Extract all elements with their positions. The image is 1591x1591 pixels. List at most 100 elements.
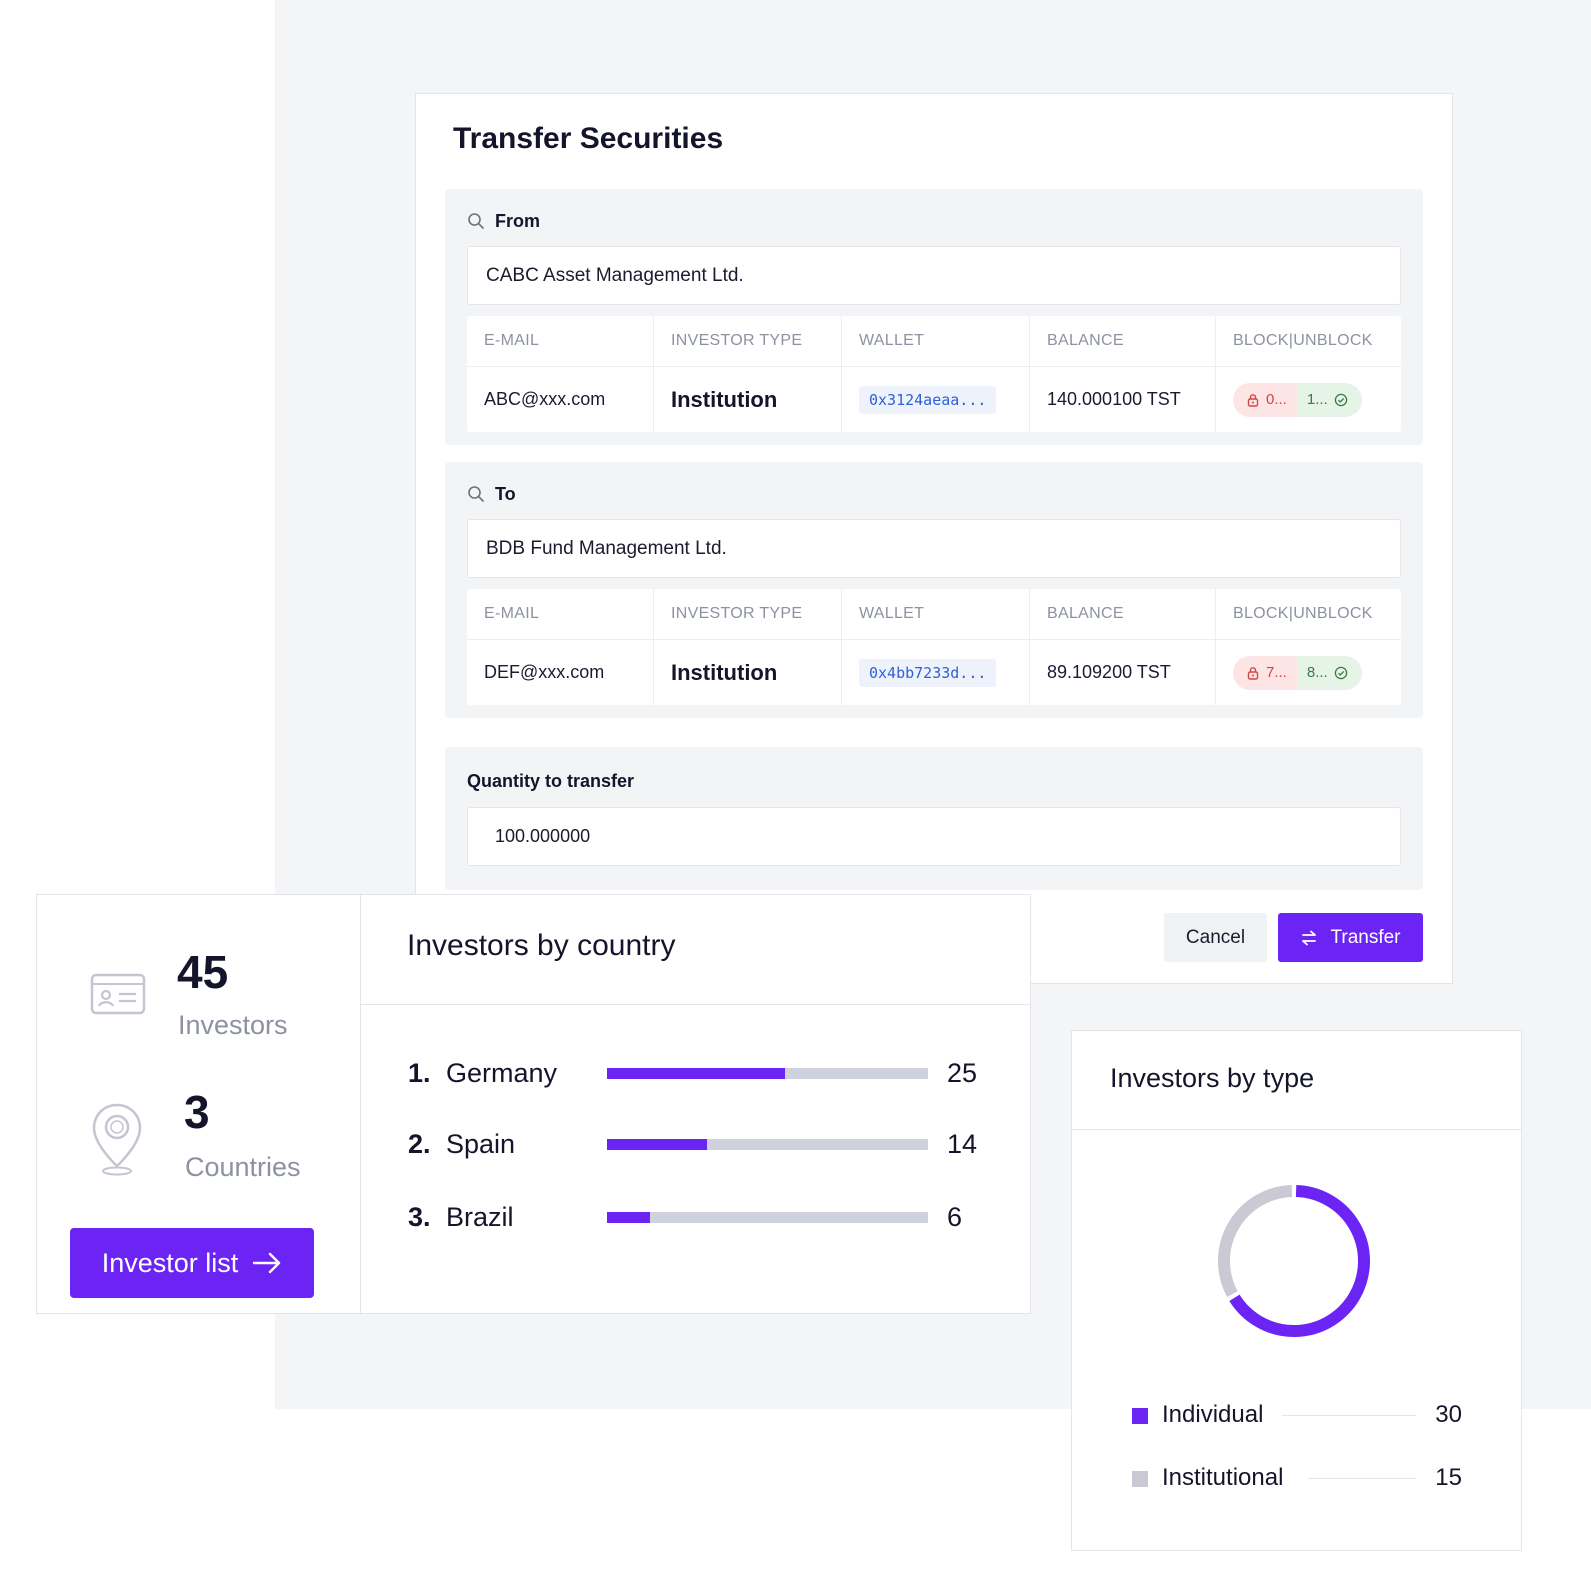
to-block-unblock-pill: 7... 8... [1233,655,1362,690]
country-bar-track [607,1068,928,1079]
country-row: 1. Germany 25 [361,1053,1031,1093]
header-block-unblock: BLOCK|UNBLOCK [1216,589,1401,640]
from-balance: 140.000100 TST [1030,367,1216,432]
header-balance: BALANCE [1030,589,1216,640]
investor-list-label: Investor list [101,1247,239,1278]
header-wallet: WALLET [842,589,1030,640]
header-block-unblock: BLOCK|UNBLOCK [1216,316,1401,367]
to-block-button[interactable]: 7... [1233,655,1297,690]
header-email: E-MAIL [467,316,654,367]
legend-divider [1282,1415,1416,1416]
search-icon [468,213,484,229]
from-blocked-value: 0... [1266,391,1287,408]
country-name: Brazil [446,1202,514,1232]
from-wallet-chip[interactable]: 0x3124aeaa... [859,385,997,414]
to-search-input[interactable]: BDB Fund Management Ltd. [467,519,1401,578]
country-bar-track [607,1212,928,1223]
from-block-unblock-pill: 0... 1... [1233,382,1362,417]
country-bar-track [607,1139,928,1150]
by-country-header: Investors by country [361,895,1030,1005]
legend-item-institutional: Institutional 15 [1132,1461,1462,1495]
investors-by-type-donut [1218,1185,1370,1337]
investors-label: Investors [178,1010,288,1040]
header-investor-type: INVESTOR TYPE [654,589,842,640]
id-card-icon [90,973,146,1015]
header-investor-type: INVESTOR TYPE [654,316,842,367]
to-wallet-cell: 0x4bb7233d... [842,640,1030,705]
from-unblocked-value: 1... [1306,391,1328,408]
transfer-button[interactable]: Transfer [1278,913,1423,962]
donut-slice-institutional [1218,1185,1293,1298]
countries-label: Countries [185,1152,301,1182]
to-investor-table: E-MAIL INVESTOR TYPE WALLET BALANCE BLOC… [467,589,1401,705]
from-block-button[interactable]: 0... [1233,382,1297,417]
header-email: E-MAIL [467,589,654,640]
to-header: To [467,482,516,506]
from-search-input[interactable]: CABC Asset Management Ltd. [467,246,1401,305]
country-name: Spain [446,1129,516,1159]
from-header: From [467,209,540,233]
stats-summary: 45 Investors 3 Countries Investor list [37,895,361,1313]
from-investor-type: Institution [654,367,842,432]
legend-swatch [1132,1471,1148,1487]
transfer-securities-card: Transfer Securities From CABC Asset Mana… [415,93,1453,984]
location-pin-icon [92,1103,142,1176]
country-count: 25 [947,1058,978,1088]
arrow-right-icon [253,1252,281,1274]
donut-slice-individual [1229,1185,1370,1337]
from-wallet-cell: 0x3124aeaa... [842,367,1030,432]
header-wallet: WALLET [842,316,1030,367]
country-name: Germany [446,1058,558,1088]
to-wallet-chip[interactable]: 0x4bb7233d... [859,658,997,687]
country-rank: 3. [408,1202,431,1232]
to-email: DEF@xxx.com [467,640,654,705]
to-section: To BDB Fund Management Ltd. E-MAIL INVES… [445,462,1423,718]
legend-label: Individual [1162,1401,1264,1428]
countries-count: 3 [184,1086,210,1138]
legend-label: Institutional [1162,1464,1284,1491]
investors-count: 45 [177,946,229,998]
to-block-unblock-cell: 7... 8... [1216,640,1401,705]
lock-icon [1247,393,1259,407]
country-bar-fill [607,1139,707,1150]
country-bar-fill [607,1212,650,1223]
quantity-section: Quantity to transfer 100.000000 [445,747,1423,890]
quantity-label: Quantity to transfer [467,771,635,791]
transfer-button-label: Transfer [1330,926,1401,948]
transfer-title: Transfer Securities [453,122,724,155]
from-label: From [495,210,540,231]
country-rank: 1. [408,1058,431,1088]
from-investor-table: E-MAIL INVESTOR TYPE WALLET BALANCE BLOC… [467,316,1401,432]
cancel-button[interactable]: Cancel [1164,913,1267,962]
header-balance: BALANCE [1030,316,1216,367]
quantity-input[interactable]: 100.000000 [467,807,1401,866]
by-country-title: Investors by country [407,929,676,962]
to-label: To [495,483,516,504]
to-unblock-button[interactable]: 8... [1296,655,1362,690]
to-balance: 89.109200 TST [1030,640,1216,705]
country-count: 6 [947,1202,963,1232]
by-type-title: Investors by type [1110,1063,1315,1093]
legend-divider [1308,1478,1416,1479]
from-block-unblock-cell: 0... 1... [1216,367,1401,432]
country-rank: 2. [408,1129,431,1159]
country-row: 2. Spain 14 [361,1124,1031,1164]
by-type-header: Investors by type [1072,1031,1521,1130]
legend-swatch [1132,1408,1148,1424]
legend-value: 30 [1435,1401,1462,1428]
to-investor-type: Institution [654,640,842,705]
from-email: ABC@xxx.com [467,367,654,432]
to-unblocked-value: 8... [1306,664,1328,681]
lock-icon [1247,666,1259,680]
country-row: 3. Brazil 6 [361,1197,1031,1237]
investors-by-type-card: Investors by type Individual 30 Institut… [1071,1030,1522,1551]
from-unblock-button[interactable]: 1... [1296,382,1362,417]
investor-list-button[interactable]: Investor list [70,1228,314,1298]
search-icon [468,486,484,502]
check-circle-icon [1334,393,1347,406]
legend-value: 15 [1435,1464,1462,1491]
from-section: From CABC Asset Management Ltd. E-MAIL I… [445,189,1423,445]
country-count: 14 [947,1129,978,1159]
investor-stats-card: 45 Investors 3 Countries Investor list I… [36,894,1031,1314]
legend-item-individual: Individual 30 [1132,1398,1462,1432]
